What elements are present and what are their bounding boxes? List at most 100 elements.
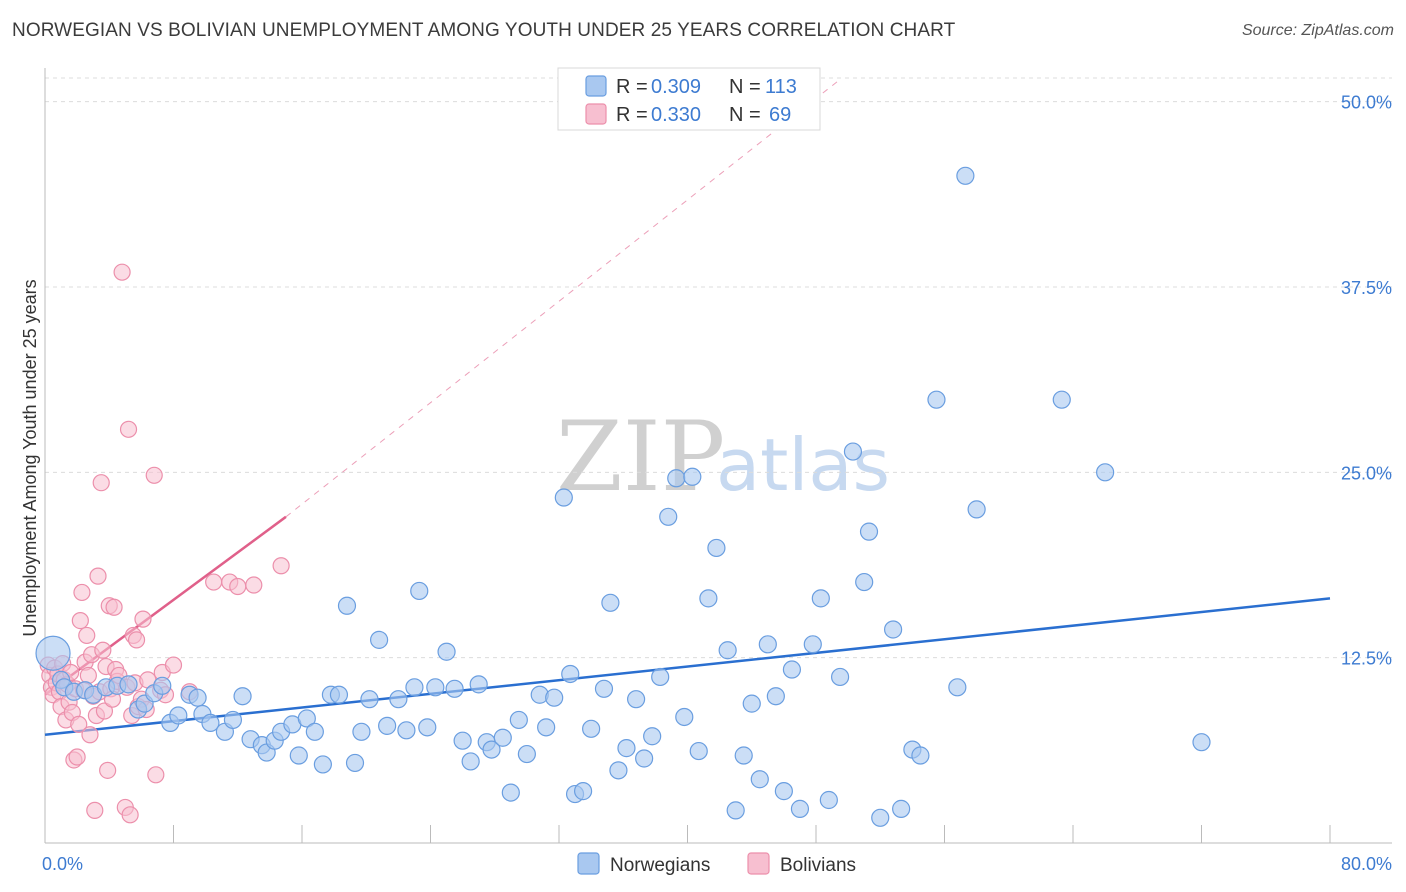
- norwegians-point: [418, 718, 437, 737]
- bolivians-point: [70, 715, 88, 733]
- norwegians-point: [153, 676, 172, 695]
- axes: [44, 68, 1392, 844]
- legend-norwegians-n-value: 113: [765, 76, 797, 98]
- bolivians-point: [205, 573, 223, 591]
- norwegians-point: [871, 808, 890, 827]
- norwegians-point: [289, 746, 308, 765]
- bolivians-point: [245, 576, 263, 594]
- bolivians-point: [164, 656, 183, 674]
- legend-bolivians-r-label: R =: [616, 104, 648, 126]
- norwegians-point: [948, 678, 967, 697]
- norwegians-point: [892, 799, 911, 818]
- norwegians-point: [352, 722, 371, 741]
- norwegians-point: [734, 746, 753, 765]
- norwegians-point: [305, 722, 324, 741]
- y-tick-label-2: 37.5%: [1341, 278, 1392, 298]
- bolivians-point: [229, 577, 247, 596]
- norwegians-points: [35, 166, 1211, 827]
- bolivians-point: [92, 474, 110, 492]
- norwegians-point: [859, 522, 879, 541]
- norwegians-point: [774, 782, 793, 801]
- bottom-legend-bolivians-label: Bolivians: [780, 855, 856, 876]
- norwegians-point: [169, 706, 188, 725]
- x-tick-label-0: 0.0%: [42, 854, 83, 874]
- norwegians-point: [1192, 733, 1211, 752]
- norwegians-point: [855, 572, 874, 592]
- norwegians-point: [201, 713, 220, 733]
- norwegians-point: [803, 635, 822, 654]
- norwegians-point: [782, 660, 802, 679]
- norwegians-point: [819, 790, 838, 810]
- bolivians-point: [79, 666, 97, 685]
- bolivians-point: [105, 598, 123, 616]
- norwegians-point: [397, 721, 416, 740]
- legend-bolivians-r-value: 0.330: [651, 104, 701, 126]
- norwegians-point: [699, 589, 718, 608]
- norwegians-point: [609, 761, 628, 780]
- norwegians-point: [617, 739, 636, 758]
- watermark-zip: ZIP: [556, 401, 725, 513]
- bolivians-point: [78, 626, 96, 645]
- norwegians-point: [707, 538, 726, 558]
- legend-bolivians-n-value: 69: [769, 104, 791, 126]
- bolivians-point: [113, 263, 131, 281]
- legend-norwegians-swatch: [585, 75, 607, 97]
- norwegians-point: [119, 675, 138, 694]
- watermark-atlas: atlas: [716, 423, 890, 507]
- bottom-legend-bolivians-swatch: [747, 852, 770, 875]
- norwegians-point: [635, 749, 654, 768]
- tick-labels: 12.5% 25.0% 37.5% 50.0% 0.0% 80.0%: [42, 93, 1392, 874]
- norwegians-point: [582, 719, 601, 738]
- norwegians-point: [445, 679, 464, 698]
- norwegians-point: [651, 667, 670, 687]
- norwegians-point: [378, 716, 397, 735]
- norwegians-point: [718, 641, 737, 660]
- norwegians-trendline: [44, 597, 1331, 737]
- norwegians-point: [790, 799, 810, 818]
- norwegians-point: [561, 664, 580, 684]
- norwegians-point: [601, 593, 620, 612]
- norwegians-point: [360, 690, 379, 709]
- norwegians-point: [659, 507, 678, 526]
- source-label: Source: ZipAtlas.com: [1241, 22, 1394, 39]
- norwegians-point: [689, 741, 708, 761]
- bottom-legend-norwegians-swatch: [577, 852, 600, 875]
- norwegians-point: [469, 675, 488, 694]
- y-axis-label: Unemployment Among Youth under 25 years: [20, 279, 40, 636]
- y-tick-label-0: 12.5%: [1341, 649, 1392, 669]
- norwegians-point: [297, 709, 316, 728]
- norwegians-point: [675, 707, 694, 727]
- norwegians-point: [313, 755, 332, 774]
- norwegians-point: [233, 687, 252, 706]
- bottom-legend: Norwegians Bolivians: [577, 852, 856, 876]
- norwegians-point: [188, 688, 207, 707]
- bolivians-point: [95, 702, 114, 720]
- bolivians-point: [81, 726, 99, 744]
- norwegians-point: [35, 635, 71, 671]
- legend-norwegians-r-value: 0.309: [651, 76, 701, 98]
- legend-bolivians-swatch: [585, 103, 607, 125]
- norwegians-point: [437, 642, 456, 661]
- norwegians-point: [545, 688, 564, 707]
- bolivians-point: [86, 801, 104, 819]
- norwegians-point: [389, 690, 408, 709]
- legend-norwegians-r-label: R =: [616, 76, 648, 98]
- norwegians-point: [337, 596, 357, 615]
- norwegians-point: [927, 390, 946, 409]
- gridlines: [45, 77, 1392, 659]
- norwegians-point: [843, 442, 863, 461]
- norwegians-point: [667, 469, 686, 488]
- legend-bolivians-n-label: N =: [729, 104, 761, 126]
- norwegians-point: [461, 752, 480, 771]
- norwegians-point: [370, 630, 389, 649]
- norwegians-point: [883, 620, 903, 639]
- norwegians-point: [911, 746, 930, 765]
- norwegians-point: [594, 679, 614, 698]
- bolivians-point: [73, 583, 91, 602]
- norwegians-point: [493, 728, 512, 747]
- norwegians-point: [410, 581, 429, 601]
- norwegians-point: [758, 635, 777, 654]
- norwegians-point: [811, 589, 830, 608]
- norwegians-point: [554, 488, 573, 507]
- norwegians-point: [626, 690, 646, 709]
